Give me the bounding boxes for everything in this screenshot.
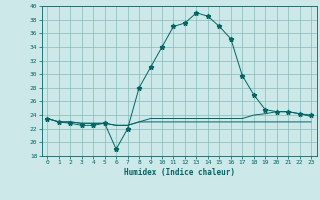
X-axis label: Humidex (Indice chaleur): Humidex (Indice chaleur) [124,168,235,177]
